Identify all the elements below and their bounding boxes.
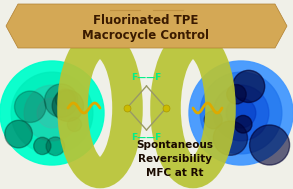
Circle shape (52, 90, 84, 121)
Circle shape (250, 125, 289, 165)
Circle shape (11, 72, 93, 154)
Circle shape (45, 84, 78, 117)
Circle shape (0, 61, 104, 165)
Circle shape (234, 115, 252, 133)
Circle shape (24, 85, 80, 141)
Circle shape (213, 121, 248, 155)
Circle shape (204, 111, 222, 129)
Text: F——F: F——F (131, 74, 162, 83)
Circle shape (227, 84, 246, 104)
Circle shape (34, 137, 51, 155)
Circle shape (55, 89, 75, 109)
Text: Fluorinated TPE: Fluorinated TPE (93, 13, 199, 26)
Circle shape (46, 137, 65, 156)
Text: F——F: F——F (131, 133, 162, 143)
Circle shape (15, 91, 46, 122)
Circle shape (67, 117, 81, 132)
Circle shape (200, 72, 282, 154)
Circle shape (37, 98, 67, 128)
Text: Spontaneous: Spontaneous (137, 140, 214, 150)
Circle shape (5, 120, 33, 148)
Circle shape (213, 85, 269, 141)
Circle shape (226, 98, 256, 128)
Text: Macrocycle Control: Macrocycle Control (83, 29, 209, 43)
Text: Reversibility: Reversibility (138, 154, 212, 164)
Text: MFC at Rt: MFC at Rt (146, 168, 204, 178)
Circle shape (233, 70, 265, 102)
Polygon shape (6, 4, 287, 48)
Circle shape (189, 61, 293, 165)
